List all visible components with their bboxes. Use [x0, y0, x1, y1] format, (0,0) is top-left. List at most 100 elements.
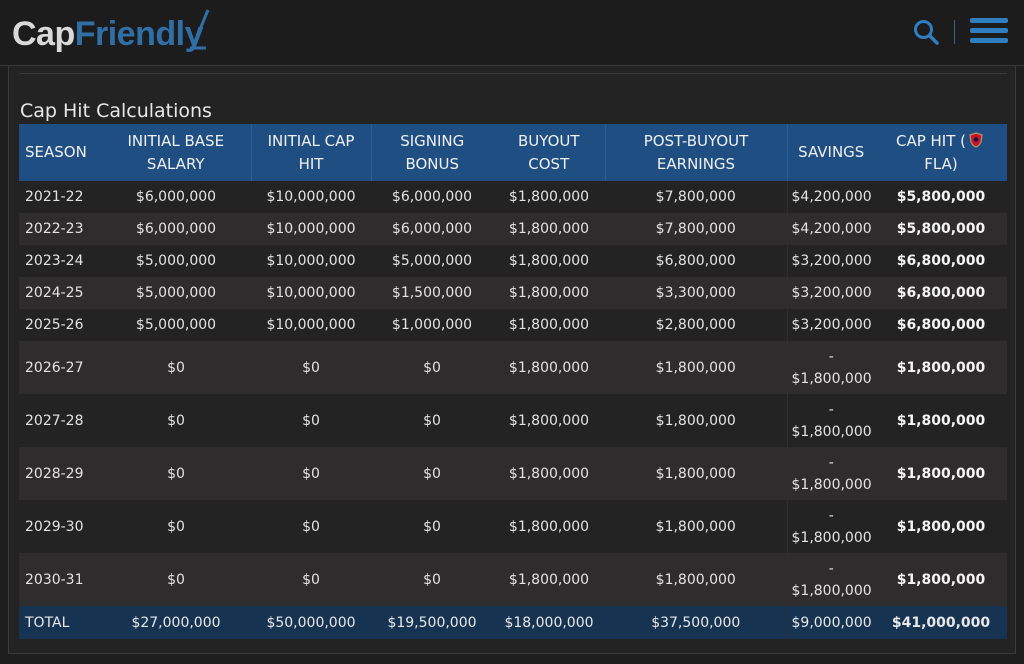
cell-signing-bonus: $0 [371, 500, 493, 553]
cell-post-buyout-earnings: $1,800,000 [605, 341, 787, 394]
table-row: 2027-28 $0 $0 $0 $1,800,000 $1,800,000- $1,800… [19, 394, 1007, 447]
table-row: 2025-26 $5,000,000 $10,000,000 $1,000,000 $1… [19, 309, 1007, 341]
logo-text-cap: Cap [12, 15, 75, 53]
cell-initial-cap-hit: $10,000,000 [251, 309, 371, 341]
cell-signing-bonus: $0 [371, 447, 493, 500]
cell-savings: $4,200,000 [786, 213, 875, 245]
cell-post-buyout-earnings: $1,800,000 [605, 500, 787, 553]
cell-season: 2021-22 [19, 181, 101, 213]
cell-buyout-cost: $1,800,000 [493, 500, 605, 553]
cell-buyout-cost: $1,800,000 [493, 341, 605, 394]
cell-buyout-cost: $1,800,000 [493, 309, 605, 341]
cell-savings: $3,200,000 [786, 277, 875, 309]
cell-post-buyout-earnings: $2,800,000 [605, 309, 787, 341]
cell-initial-base-salary: $6,000,000 [101, 213, 251, 245]
cell-post-buyout-earnings: $1,800,000 [605, 394, 787, 447]
cell-total-signing-bonus: $19,500,000 [371, 606, 493, 639]
search-button[interactable] [912, 18, 940, 46]
table-row: 2022-23 $6,000,000 $10,000,000 $6,000,000 $1… [19, 213, 1007, 245]
cell-savings: - $1,800,000 [786, 500, 875, 553]
hamburger-menu-icon [970, 18, 1008, 23]
cell-season: 2030-31 [19, 553, 101, 606]
cell-initial-base-salary: $5,000,000 [101, 309, 251, 341]
cell-initial-base-salary: $0 [101, 447, 251, 500]
table-row: 2030-31 $0 $0 $0 $1,800,000 $1,800,000- $1,800… [19, 553, 1007, 606]
header-initial-base-salary[interactable]: INITIAL BASE SALARY [101, 124, 252, 181]
cell-post-buyout-earnings: $6,800,000 [605, 245, 787, 277]
cell-savings: $3,200,000 [786, 309, 875, 341]
cell-buyout-cost: $1,800,000 [493, 447, 605, 500]
cell-post-buyout-earnings: $3,300,000 [605, 277, 787, 309]
cell-initial-cap-hit: $0 [251, 341, 371, 394]
cell-post-buyout-earnings: $1,800,000 [605, 447, 787, 500]
cell-season: 2027-28 [19, 394, 101, 447]
cell-savings: $3,200,000 [786, 245, 875, 277]
header-post-buyout-earnings[interactable]: POST-BUYOUT EARNINGS [605, 124, 788, 181]
cell-signing-bonus: $0 [371, 553, 493, 606]
cell-initial-base-salary: $0 [101, 341, 251, 394]
header-divider [954, 20, 955, 44]
cell-season: 2022-23 [19, 213, 101, 245]
cell-initial-cap-hit: $10,000,000 [251, 213, 371, 245]
table-row: 2023-24 $5,000,000 $10,000,000 $5,000,000 $1… [19, 245, 1007, 277]
cell-initial-cap-hit: $0 [251, 447, 371, 500]
section-divider [19, 73, 1007, 74]
cell-total-initial-base-salary: $27,000,000 [101, 606, 251, 639]
cell-savings: - $1,800,000 [786, 341, 875, 394]
cap-hit-table: SEASON INITIAL BASE SALARY INITIAL CAP HIT… [19, 124, 1007, 639]
search-icon [914, 20, 939, 45]
cell-signing-bonus: $1,000,000 [371, 309, 493, 341]
cell-season: 2026-27 [19, 341, 101, 394]
hamburger-menu-icon [970, 28, 1008, 33]
cell-initial-cap-hit: $10,000,000 [251, 245, 371, 277]
cell-initial-cap-hit: $10,000,000 [251, 277, 371, 309]
cell-post-buyout-earnings: $1,800,000 [605, 553, 787, 606]
header-signing-bonus[interactable]: SIGNING BONUS [371, 124, 493, 181]
cell-savings: - $1,800,000 [786, 447, 875, 500]
cell-savings: - $1,800,000 [786, 394, 875, 447]
cell-total-savings: $9,000,000 [786, 606, 875, 639]
cell-cap-hit: $1,800,000 [875, 447, 1007, 500]
cell-initial-base-salary: $0 [101, 394, 251, 447]
top-navigation-bar: CapFriendly [0, 0, 1024, 66]
florida-panthers-logo-icon [968, 131, 984, 148]
header-savings[interactable]: SAVINGS [787, 124, 875, 181]
header-season[interactable]: SEASON [19, 124, 101, 181]
cell-total-label: TOTAL [19, 606, 101, 639]
cell-buyout-cost: $1,800,000 [493, 245, 605, 277]
cell-post-buyout-earnings: $7,800,000 [605, 213, 787, 245]
cell-initial-cap-hit: $0 [251, 394, 371, 447]
cell-total-cap-hit: $41,000,000 [875, 606, 1007, 639]
cap-hit-panel: Cap Hit Calculations SEASON INITIAL BASE… [8, 66, 1016, 654]
header-initial-cap-hit[interactable]: INITIAL CAP HIT [251, 124, 372, 181]
cell-buyout-cost: $1,800,000 [493, 213, 605, 245]
cell-buyout-cost: $1,800,000 [493, 277, 605, 309]
table-row: 2026-27 $0 $0 $0 $1,800,000 $1,800,000- $1,800… [19, 341, 1007, 394]
cell-season: 2029-30 [19, 500, 101, 553]
cell-initial-base-salary: $0 [101, 553, 251, 606]
cell-initial-base-salary: $0 [101, 500, 251, 553]
section-title: Cap Hit Calculations [20, 100, 212, 122]
cell-cap-hit: $1,800,000 [875, 341, 1007, 394]
cell-total-buyout-cost: $18,000,000 [493, 606, 605, 639]
table-header-row: SEASON INITIAL BASE SALARY INITIAL CAP HIT… [19, 124, 1007, 181]
cell-season: 2025-26 [19, 309, 101, 341]
cell-cap-hit: $6,800,000 [875, 277, 1007, 309]
cell-initial-cap-hit: $0 [251, 500, 371, 553]
hamburger-menu-button[interactable] [970, 18, 1008, 46]
header-buyout-cost[interactable]: BUYOUT COST [493, 124, 606, 181]
capfriendly-logo[interactable]: CapFriendly [12, 12, 203, 56]
cell-total-initial-cap-hit: $50,000,000 [251, 606, 371, 639]
cell-initial-base-salary: $5,000,000 [101, 277, 251, 309]
cell-season: 2024-25 [19, 277, 101, 309]
header-cap-hit-fla[interactable]: CAP HIT ( FLA) [875, 124, 1007, 181]
hamburger-menu-icon [970, 38, 1008, 43]
table-row: 2029-30 $0 $0 $0 $1,800,000 $1,800,000- $1,800… [19, 500, 1007, 553]
cell-cap-hit: $1,800,000 [875, 394, 1007, 447]
cell-buyout-cost: $1,800,000 [493, 394, 605, 447]
hockey-stick-logo-icon [190, 9, 210, 50]
cell-signing-bonus: $1,500,000 [371, 277, 493, 309]
table-row: 2021-22 $6,000,000 $10,000,000 $6,000,000 $1… [19, 181, 1007, 213]
cell-season: 2023-24 [19, 245, 101, 277]
cell-buyout-cost: $1,800,000 [493, 553, 605, 606]
